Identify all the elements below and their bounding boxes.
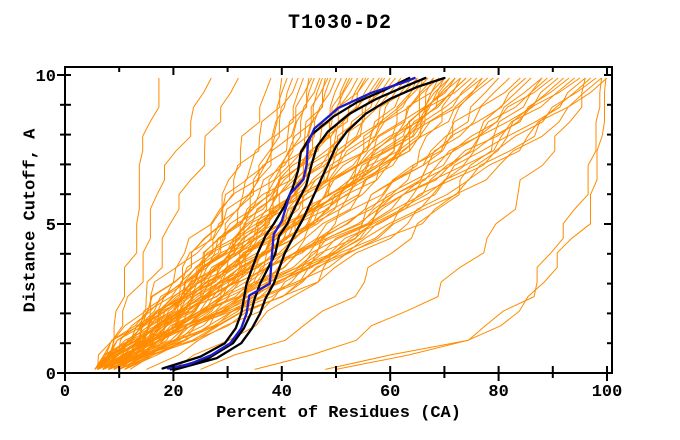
ensemble-curve	[97, 77, 440, 370]
ensemble-curve	[97, 77, 396, 370]
reference-model-1-curve	[161, 76, 411, 370]
y-tick-label: 5	[46, 217, 56, 236]
x-tick-label: 100	[592, 383, 623, 402]
ensemble-curve	[97, 77, 435, 370]
y-tick-label: 0	[46, 366, 56, 385]
ensemble-curve	[97, 77, 527, 370]
ensemble-curve	[102, 77, 467, 370]
ensemble-curve	[173, 77, 483, 370]
x-tick-label: 0	[60, 383, 70, 402]
ensemble-curve	[124, 77, 592, 370]
ensemble-curve	[97, 77, 380, 370]
ensemble-curve	[97, 77, 337, 370]
ensemble-curve	[108, 77, 456, 370]
ensemble-curve	[102, 77, 472, 370]
ensemble-curve	[113, 77, 532, 370]
chart-title: T1030-D2	[287, 12, 392, 35]
ensemble-curve	[97, 77, 239, 370]
ensemble-curve	[94, 77, 369, 370]
ensemble-curve	[97, 77, 272, 370]
ensemble-curve	[200, 77, 543, 370]
ensemble-curve	[108, 77, 359, 370]
ensemble-curve	[108, 77, 608, 370]
highlighted-model-curve	[166, 76, 416, 370]
ensemble-curve	[335, 77, 607, 370]
ensemble-curve	[102, 77, 510, 370]
ensemble-curve	[108, 77, 559, 370]
ensemble-curve	[325, 77, 603, 370]
ensemble-curve	[108, 77, 315, 370]
ensemble-curve	[102, 77, 543, 370]
ensemble-curve	[102, 77, 429, 370]
x-tick-label: 20	[163, 383, 183, 402]
ensemble-curve	[97, 77, 581, 370]
y-tick-label: 10	[36, 68, 56, 87]
x-tick-label: 80	[488, 383, 508, 402]
ensemble-curve	[113, 77, 456, 370]
ensemble-curve	[254, 77, 586, 370]
reference-model-2-curve	[169, 76, 427, 371]
ensemble-curve	[94, 77, 313, 370]
ensemble-curve	[94, 78, 160, 370]
ensemble-curve	[97, 77, 212, 370]
ensemble-curve	[129, 77, 445, 370]
ensemble-curve	[102, 77, 310, 370]
plot-frame	[64, 66, 613, 374]
ensemble-curve	[102, 77, 597, 370]
x-axis-label: Percent of Residues (CA)	[216, 404, 461, 423]
ensemble-curve	[113, 77, 575, 370]
ensemble-curve	[97, 77, 299, 370]
x-tick-label: 60	[380, 383, 400, 402]
reference-model-3-curve	[172, 76, 446, 372]
ensemble-curve	[146, 77, 462, 370]
ensemble-curve	[108, 77, 294, 370]
ensemble-curve	[97, 77, 483, 370]
x-tick-label: 40	[272, 383, 292, 402]
